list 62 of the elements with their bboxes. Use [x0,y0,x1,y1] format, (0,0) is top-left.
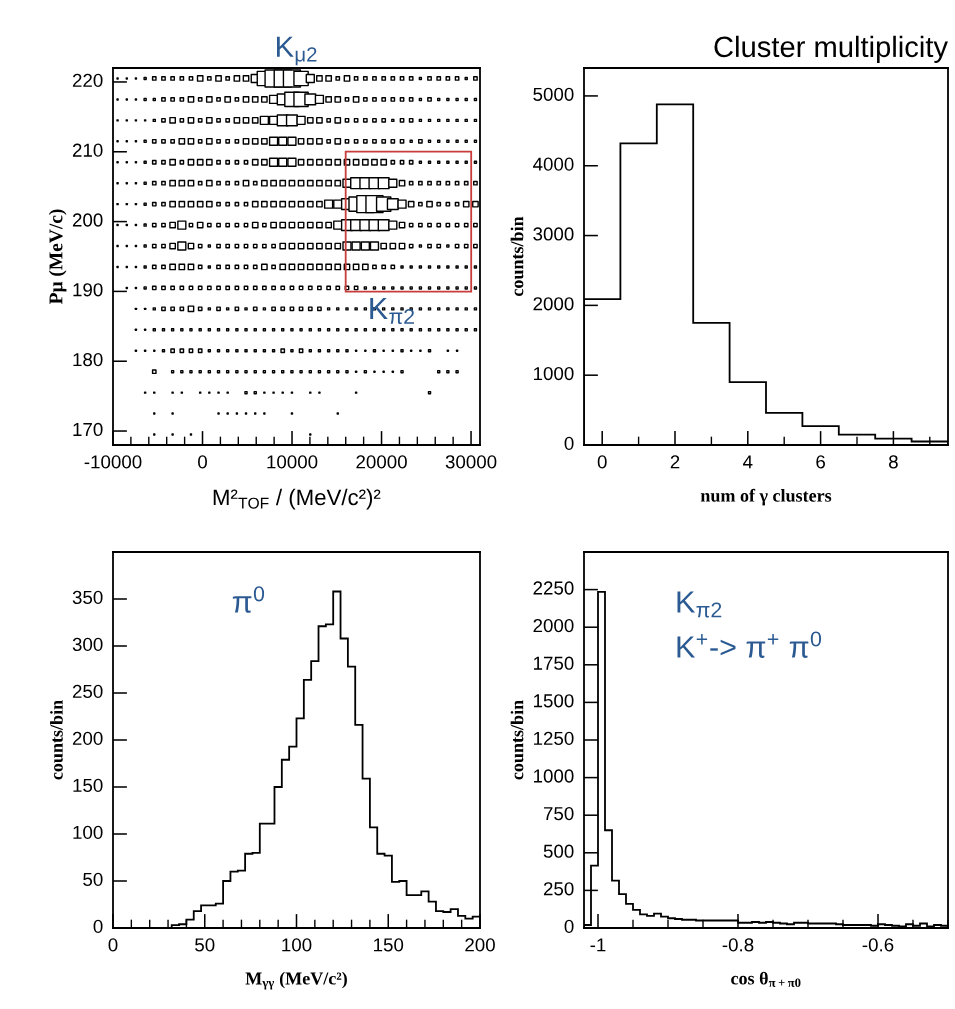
annotation: K$_{π2}$ [677,591,722,618]
x-tick-label: 0 [108,938,118,952]
x-tick-label: -1 [590,938,606,952]
y-tick-label: 150 [73,778,103,793]
y-tick-label: 250 [543,882,574,896]
y-tick-label: 200 [72,213,103,227]
y-tick-label: 1000 [534,366,574,381]
x-axis-title: cos θ$_{π+π0}$ [731,971,801,987]
y-tick-label: 190 [73,283,103,297]
y-tick-label: 500 [543,844,574,858]
y-tick-label: 1500 [534,694,574,708]
y-tick-label: 2250 [533,581,574,595]
x-tick-label: 50 [195,938,215,952]
y-tick-label: 200 [72,731,103,746]
y-tick-label: 0 [564,919,574,934]
x-tick-label: 6 [816,455,825,469]
x-tick-label: 8 [889,455,898,469]
y-tick-label: 2000 [533,618,574,633]
chart-title: Cluster multiplicity [714,35,948,63]
y-tick-label: 300 [72,637,103,652]
x-tick-label: 20000 [356,455,407,469]
y-tick-label: 100 [73,825,103,840]
annotation: K$^{+}$-> π$^{+}$ π$^{0}$ [677,631,822,658]
annotation: π$^{0}$ [232,586,265,613]
x-axis-title: M²$_{TOF}$ / (MeV/c²)² [213,488,381,510]
x-tick-label: 30000 [445,455,497,469]
x-tick-label: 2 [670,455,680,469]
x-axis-title: M$_{γγ}$ (MeV/c²) [245,971,347,990]
y-axis-title: counts/bin [50,700,63,780]
y-tick-label: 50 [83,872,103,887]
y-axis-title: counts/bin [510,700,524,780]
chart-title: K$_{μ2}$ [277,36,317,66]
y-tick-label: 0 [564,436,574,451]
x-tick-label: -10000 [84,455,142,469]
y-tick-label: 220 [72,73,103,87]
x-axis-title: num of γ clusters [700,488,832,506]
x-tick-label: 10000 [267,455,318,469]
x-tick-label: 200 [465,938,495,952]
x-tick-label: -0.6 [862,938,894,952]
x-tick-label: 0 [597,455,607,469]
x-tick-label: 100 [282,938,312,952]
y-tick-label: 210 [72,143,103,157]
x-tick-label: 4 [743,455,753,469]
y-tick-label: 1250 [534,731,574,746]
y-tick-label: 3000 [533,227,574,241]
y-tick-label: 4000 [533,157,574,171]
x-tick-label: -0.8 [722,938,754,952]
y-tick-label: 2000 [533,297,574,311]
y-tick-label: 1750 [534,656,574,670]
y-tick-label: 750 [543,806,574,821]
y-tick-label: 170 [73,422,103,437]
x-tick-label: 150 [374,938,404,952]
y-tick-label: 180 [73,352,103,367]
y-tick-label: 5000 [533,87,574,101]
y-tick-label: 350 [72,590,103,605]
y-tick-label: 0 [93,919,103,934]
y-axis-title: Pμ (MeV/c) [48,209,67,305]
annotation: K$_{π2}$ [370,297,415,325]
y-tick-label: 250 [72,684,103,699]
y-tick-label: 1000 [534,769,574,783]
y-axis-title: counts/bin [510,216,524,297]
x-tick-label: 0 [198,455,207,469]
